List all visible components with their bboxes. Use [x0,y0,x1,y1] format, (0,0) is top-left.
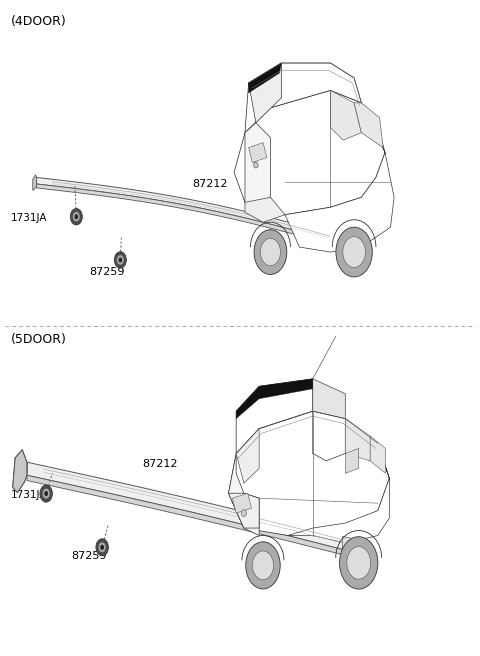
Polygon shape [330,91,361,140]
Polygon shape [236,379,313,419]
Polygon shape [249,63,281,123]
Polygon shape [285,91,394,252]
Text: (4DOOR): (4DOOR) [11,15,67,28]
Polygon shape [343,537,365,550]
Text: 87259: 87259 [89,267,125,277]
Circle shape [98,542,106,552]
Circle shape [40,485,52,502]
Circle shape [119,257,122,262]
Polygon shape [345,419,370,461]
Circle shape [74,215,78,219]
Polygon shape [228,493,259,528]
Circle shape [117,255,124,265]
Polygon shape [228,453,259,535]
Circle shape [254,230,287,274]
Polygon shape [345,449,359,474]
Polygon shape [12,449,27,493]
Polygon shape [236,379,313,453]
Polygon shape [249,63,281,93]
Polygon shape [245,197,285,222]
Polygon shape [313,379,345,419]
Polygon shape [313,411,345,461]
Circle shape [343,237,365,268]
Text: 87212: 87212 [192,179,228,189]
Polygon shape [245,123,270,213]
Polygon shape [236,428,259,483]
Circle shape [246,542,280,589]
Circle shape [339,537,378,589]
Circle shape [252,551,274,580]
Polygon shape [33,174,36,190]
Polygon shape [27,476,360,559]
Circle shape [261,238,280,266]
Circle shape [72,212,80,222]
Polygon shape [370,436,385,474]
Polygon shape [228,411,389,535]
Text: (5DOOR): (5DOOR) [11,333,67,346]
Polygon shape [249,142,267,163]
Text: 1731JA: 1731JA [11,490,48,500]
Circle shape [71,209,82,225]
Polygon shape [288,419,389,543]
Text: 87259: 87259 [72,551,107,561]
Polygon shape [234,91,385,215]
Circle shape [336,227,372,277]
Circle shape [100,544,104,550]
Circle shape [254,162,258,168]
Text: 1731JA: 1731JA [11,213,48,223]
Circle shape [42,488,50,499]
Circle shape [347,546,371,579]
Circle shape [44,491,48,496]
Circle shape [114,252,126,268]
Polygon shape [36,184,345,248]
Circle shape [241,510,246,516]
Polygon shape [36,177,345,244]
Polygon shape [232,493,252,513]
Text: 87212: 87212 [142,459,178,469]
Polygon shape [354,103,383,148]
Polygon shape [27,462,360,554]
Polygon shape [245,63,361,133]
Circle shape [96,539,108,556]
